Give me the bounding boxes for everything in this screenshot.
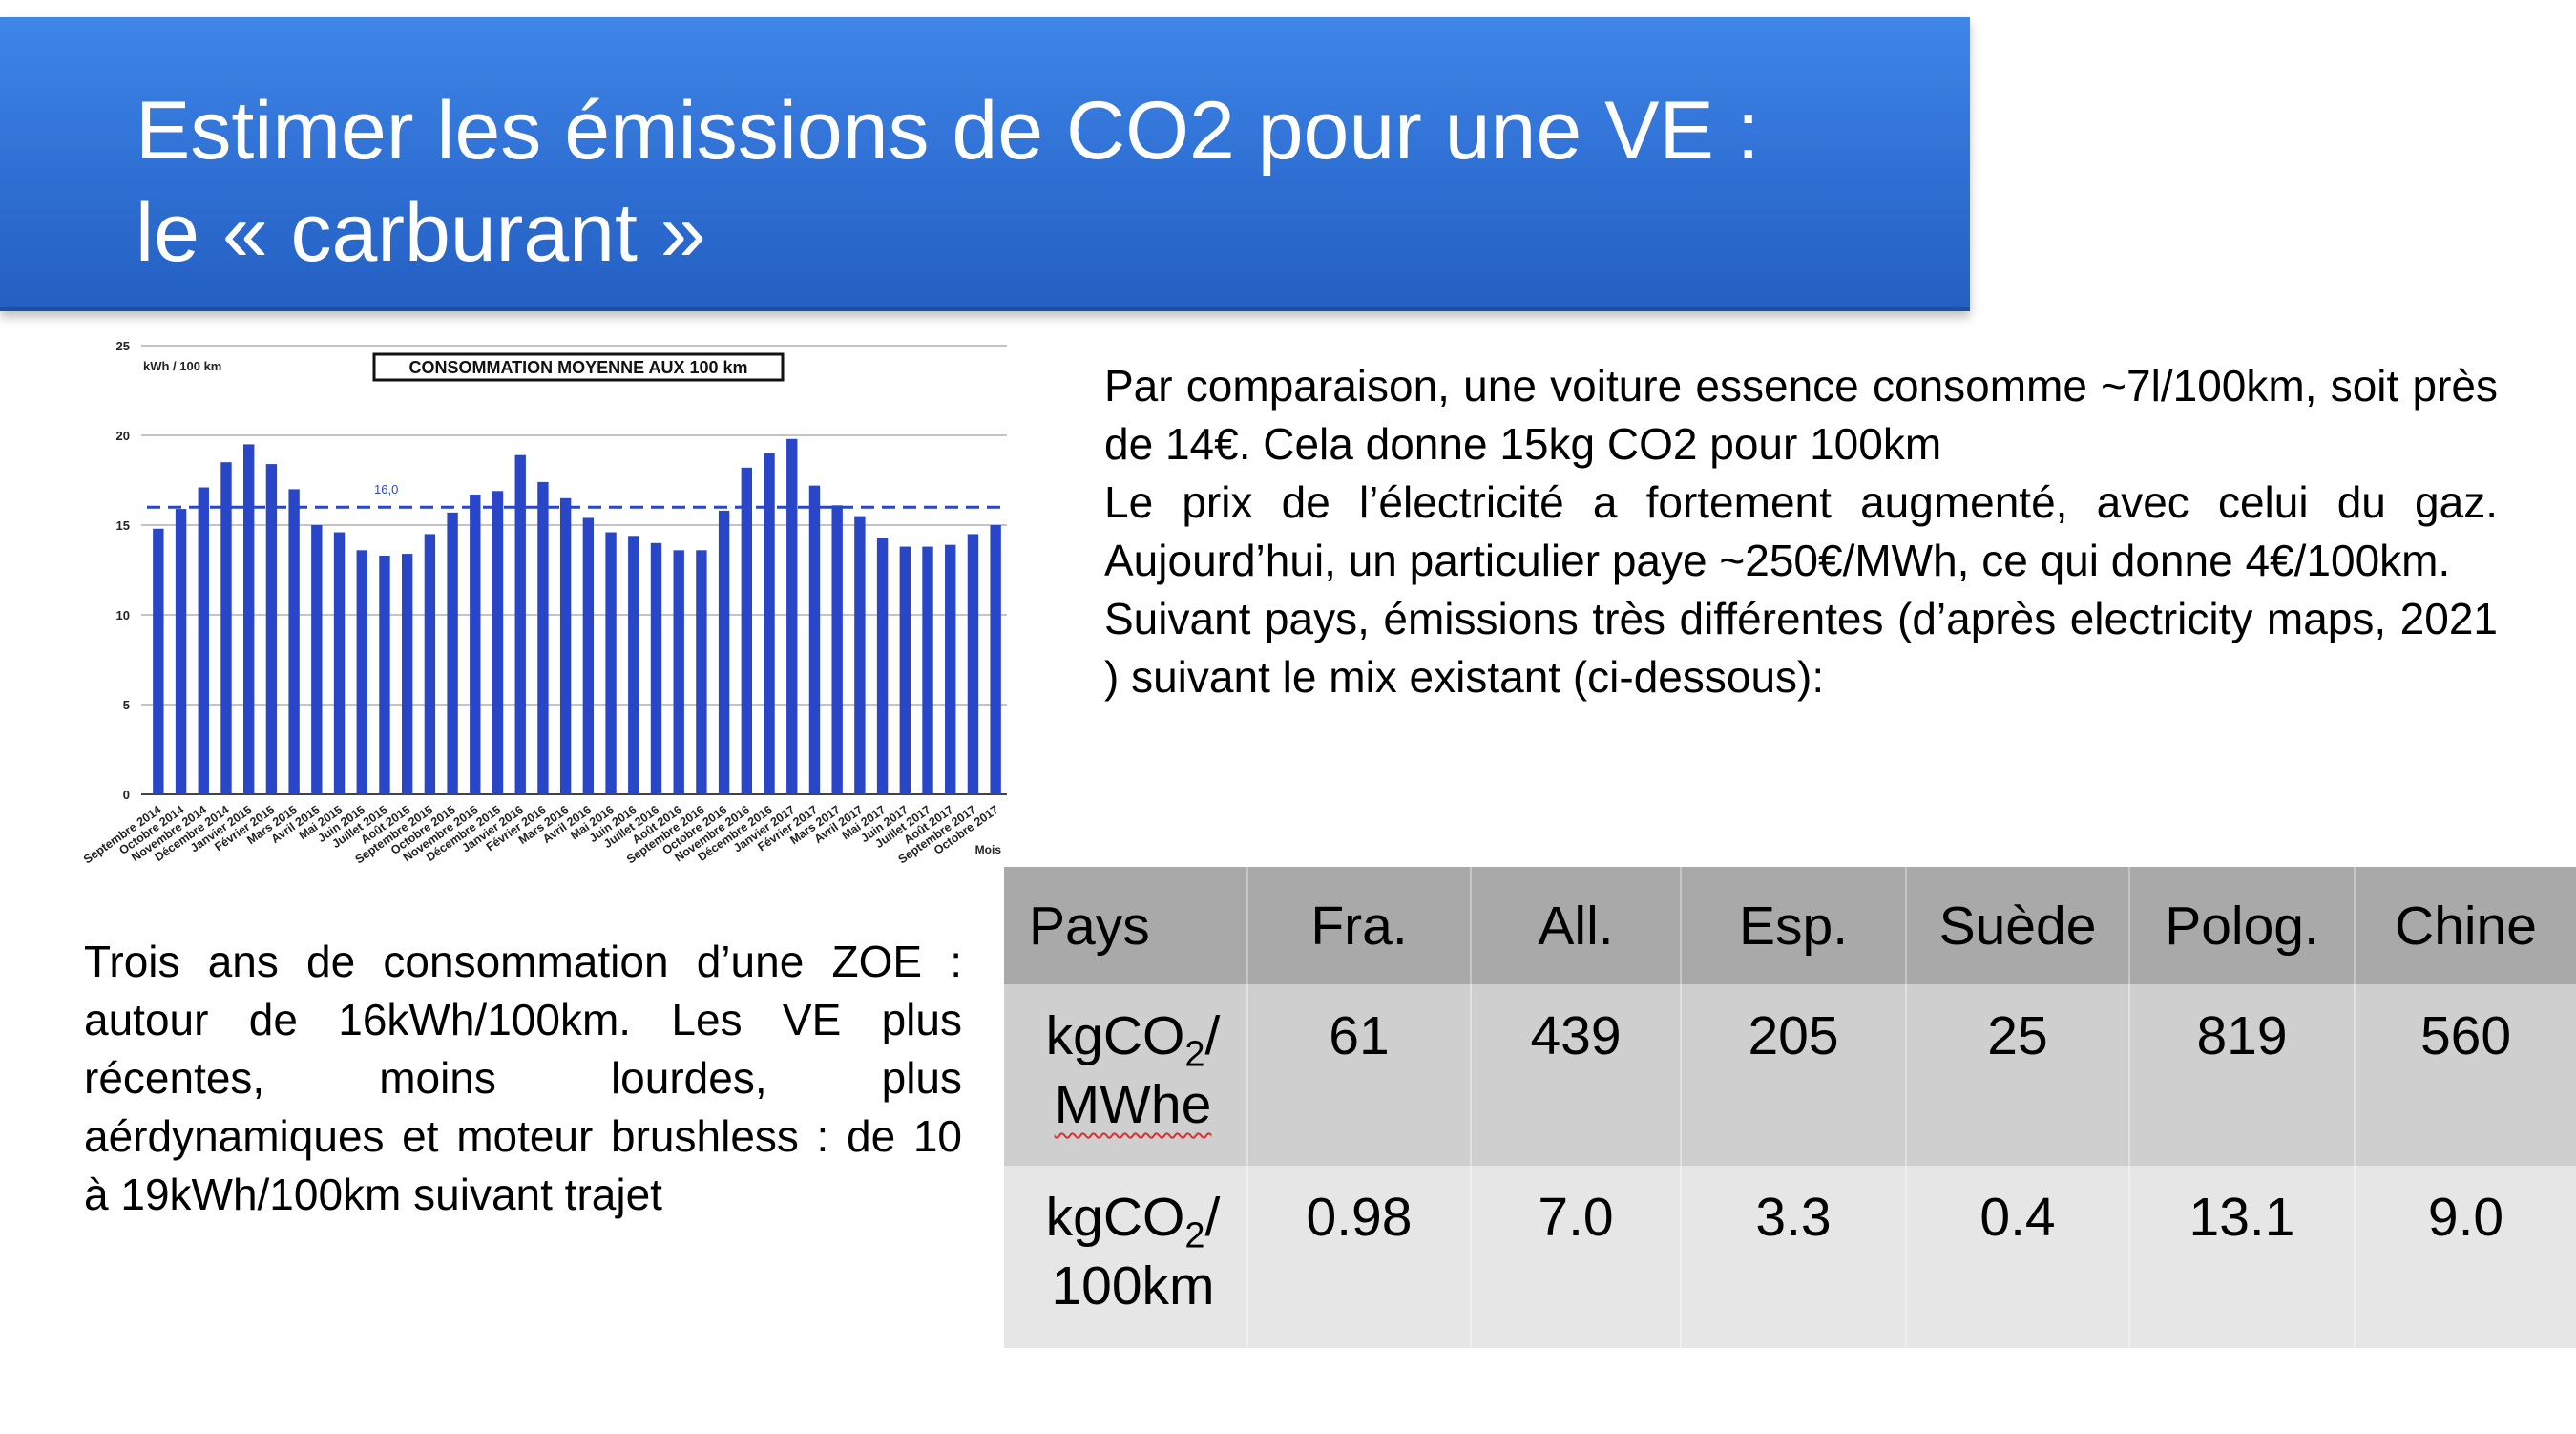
chart-bar [899,546,911,794]
row-label-100km: kgCO2/ 100km [1004,1166,1247,1348]
chart-y-axis-label: kWh / 100 km [143,359,221,373]
chart-bar [175,509,187,794]
table-row: kgCO2/ MWhe 61 439 205 25 819 560 [1004,984,2576,1166]
chart-bar [967,534,979,794]
table-cell: 25 [1905,984,2129,1166]
table-cell: 205 [1680,984,1906,1166]
table-header-cell: Pays [1004,867,1247,984]
chart-bar [741,467,753,794]
chart-bar [854,516,866,794]
chart-bar [696,550,707,794]
row-label-unit: 100km [1051,1255,1215,1317]
table-header-cell: All. [1470,867,1681,984]
chart-bar [243,444,255,794]
table-header-cell: Chine [2354,867,2576,984]
row-label-suffix: / [1204,1005,1221,1066]
zoe-paragraph: Trois ans de consommation d’une ZOE : au… [84,937,962,1219]
chart-bar [673,550,684,794]
row-label-unit: MWhe [1054,1074,1212,1135]
row-label-prefix: kgCO [1045,1187,1185,1248]
comparison-paragraph-1: Par comparaison, une voiture essence con… [1104,361,2498,469]
chart-bar [764,453,775,794]
chart-y-tick-label: 10 [116,608,130,622]
consumption-chart: 0 5 10 15 20 25 kWh / 100 km CONSOMMATION MOYEN… [67,330,1021,897]
table-cell: 560 [2354,984,2576,1166]
table-header-cell: Fra. [1246,867,1471,984]
table-cell: 439 [1470,984,1681,1166]
chart-bar [945,544,956,794]
chart-bar [876,538,889,794]
chart-y-tick-label: 0 [123,788,130,802]
chart-bar [831,505,843,794]
chart-bar [718,510,730,794]
table-header-cell: Polog. [2128,867,2355,984]
comparison-paragraph-2: Le prix de l’électricité a fortement aug… [1104,477,2498,585]
chart-bar [333,532,346,794]
row-label-subscript: 2 [1184,1215,1205,1256]
chart-bar [808,485,821,794]
table-cell: 7.0 [1470,1166,1681,1348]
chart-y-tick-label: 5 [123,698,130,712]
zoe-consumption-text: Trois ans de consommation d’une ZOE : au… [84,933,962,1224]
chart-bar [153,528,164,794]
chart-bar [990,525,1001,794]
table-cell: 0.98 [1246,1166,1471,1348]
chart-bar [470,495,481,794]
row-label-mwhe: kgCO2/ MWhe [1004,984,1247,1166]
row-label-suffix: / [1204,1187,1221,1248]
row-label-prefix: kgCO [1045,1005,1185,1066]
chart-bar [922,546,933,794]
chart-bar [514,454,526,794]
chart-bar [220,462,232,794]
chart-title: CONSOMMATION MOYENNE AUX 100 km [408,358,747,377]
chart-bar [356,550,367,794]
table-header-cell: Suède [1905,867,2129,984]
chart-y-tick-label: 20 [116,429,130,443]
chart-bar [650,542,662,794]
chart-bar [537,481,549,794]
chart-bar [628,536,639,794]
chart-bar [559,497,572,794]
chart-bar [288,489,300,794]
comparison-text: Par comparaison, une voiture essence con… [1104,357,2498,706]
chart-bar [605,532,617,794]
chart-bar [401,554,413,794]
table-cell: 819 [2128,984,2355,1166]
chart-bar [492,491,504,794]
table-cell: 0.4 [1905,1166,2129,1348]
slide-title: Estimer les émissions de CO2 pour une VE… [136,80,1760,285]
chart-bar [424,534,436,794]
chart-bar [311,525,323,794]
chart-bar [447,512,458,794]
row-label-subscript: 2 [1184,1034,1205,1075]
chart-y-tick-label: 25 [116,339,130,353]
chart-bar [265,464,278,794]
chart-bar [379,555,390,794]
title-banner: Estimer les émissions de CO2 pour une VE… [0,17,1970,311]
table-row: kgCO2/ 100km 0.98 7.0 3.3 0.4 13.1 9.0 [1004,1166,2576,1348]
chart-bar [198,487,209,794]
chart-y-tick-label: 15 [116,518,130,533]
table-cell: 61 [1246,984,1471,1166]
chart-bar [786,438,798,794]
table-cell: 13.1 [2128,1166,2355,1348]
chart-average-label: 16,0 [374,482,398,496]
chart-x-axis-label: Mois [975,843,1002,856]
slide-title-line1: Estimer les émissions de CO2 pour une VE… [136,85,1760,177]
slide-title-line2: le « carburant » [136,187,706,279]
chart-bar [582,517,595,794]
table-header-row: Pays Fra. All. Esp. Suède Polog. Chine [1004,867,2576,984]
co2-emissions-table: Pays Fra. All. Esp. Suède Polog. Chine k… [1004,867,2576,1348]
table-cell: 9.0 [2354,1166,2576,1348]
table-cell: 3.3 [1680,1166,1906,1348]
table-header-cell: Esp. [1680,867,1906,984]
consumption-chart-svg: 0 5 10 15 20 25 kWh / 100 km CONSOMMATION MOYEN… [81,339,1007,866]
comparison-paragraph-3: Suivant pays, émissions très différentes… [1104,594,2498,702]
chart-title-box [372,352,785,382]
